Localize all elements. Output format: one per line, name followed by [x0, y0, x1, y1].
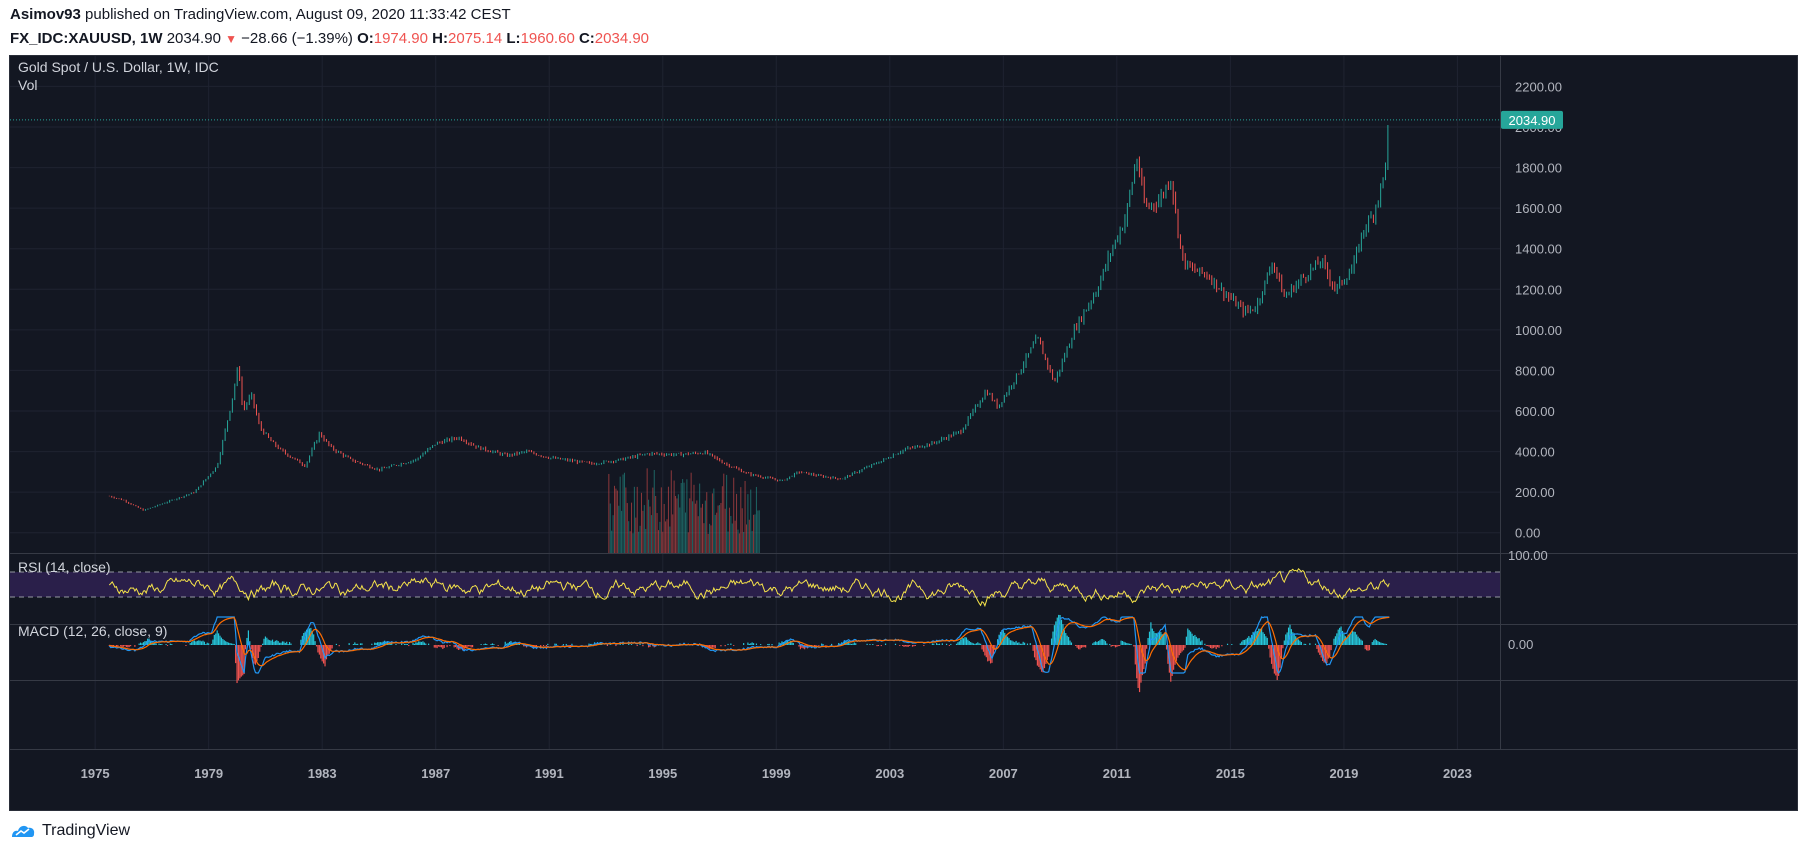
rsi-polyline [108, 568, 1390, 608]
time-axis[interactable]: 1975 1979 1983 1987 1991 1995 1999 2003 2007 2011… [81, 766, 1472, 781]
time-axis-separator [10, 749, 1797, 750]
high-value: 2075.14 [447, 30, 503, 47]
rsi-legend[interactable]: RSI (14, close) [18, 559, 111, 575]
signal-line [109, 616, 1390, 671]
price-axis-tick: 200.00 [1515, 485, 1555, 500]
time-axis-tick: 2011 [1103, 766, 1131, 781]
time-axis-tick: 2023 [1443, 766, 1472, 781]
price-candles [108, 125, 1389, 511]
macd-axis-tick: 0.00 [1508, 637, 1533, 652]
macd-lines [108, 614, 1390, 693]
time-axis-tick: 2019 [1329, 766, 1358, 781]
time-axis-tick: 1991 [535, 766, 564, 781]
high-label: H: [432, 30, 448, 47]
price-axis-tick: 1000.00 [1515, 323, 1562, 338]
open-value: 1974.90 [373, 30, 428, 47]
ohlc-legend: FX_IDC:XAUUSD, 1W 2034.90 ▼ −28.66 (−1.3… [10, 30, 649, 47]
time-axis-tick: 1983 [308, 766, 337, 781]
price-axis-tick: 1600.00 [1515, 201, 1562, 216]
time-axis-tick: 1979 [194, 766, 223, 781]
price-axis-tick: 1200.00 [1515, 282, 1562, 297]
price-axis-tick: 2200.00 [1515, 79, 1562, 94]
publish-info: Asimov93 published on TradingView.com, A… [10, 6, 511, 23]
last-price: 2034.90 [166, 30, 221, 47]
last-price-badge [1501, 110, 1563, 129]
chart-area[interactable]: 0.00 200.00 400.00 600.00 800.00 1000.00 1200.… [9, 55, 1798, 811]
pane-separator-1[interactable] [10, 553, 1797, 554]
close-label: C: [578, 30, 595, 47]
symbol-label[interactable]: FX_IDC:XAUUSD, 1W [10, 30, 163, 47]
chart-title[interactable]: Gold Spot / U.S. Dollar, 1W, IDC [18, 59, 219, 75]
price-axis-tick: 800.00 [1515, 363, 1555, 378]
close-value: 2034.90 [594, 30, 650, 47]
price-axis-tick: 400.00 [1515, 445, 1555, 460]
chart-svg[interactable]: 0.00 200.00 400.00 600.00 800.00 1000.00 1200.… [10, 56, 1797, 810]
time-axis-tick: 1999 [762, 766, 791, 781]
pane-separator-2[interactable] [10, 624, 1797, 625]
low-label: L: [506, 30, 521, 47]
down-arrow-icon: ▼ [225, 32, 237, 46]
tradingview-brand[interactable]: TradingView [42, 822, 131, 839]
price-axis-separator [1500, 56, 1501, 749]
time-axis-tick: 1987 [421, 766, 450, 781]
low-value: 1960.60 [520, 30, 575, 47]
time-axis-tick: 1995 [648, 766, 677, 781]
price-axis-tick: 600.00 [1515, 404, 1555, 419]
rsi-axis-tick: 100.00 [1508, 548, 1548, 563]
volume-bars [608, 468, 760, 553]
price-axis-tick: 0.00 [1515, 526, 1540, 541]
grid-lines [10, 56, 1500, 749]
chart-background [10, 56, 1797, 810]
price-axis-tick: 1800.00 [1515, 161, 1562, 176]
last-price-badge-label: 2034.90 [1509, 113, 1556, 128]
footer: TradingView [10, 822, 130, 840]
author-name[interactable]: Asimov93 [10, 6, 81, 23]
time-axis-tick: 2015 [1216, 766, 1245, 781]
published-text: published on TradingView.com, August 09,… [85, 6, 511, 23]
price-change: −28.66 (−1.39%) [241, 30, 353, 47]
time-axis-tick: 2007 [989, 766, 1018, 781]
time-axis-tick: 1975 [81, 766, 110, 781]
rsi-line [108, 568, 1390, 608]
pane-separator-3[interactable] [10, 680, 1797, 681]
price-axis-tick: 1400.00 [1515, 242, 1562, 257]
time-axis-tick: 2003 [875, 766, 904, 781]
open-label: O: [357, 30, 374, 47]
macd-line [108, 616, 1390, 675]
tradingview-logo-icon [12, 825, 35, 837]
macd-legend[interactable]: MACD (12, 26, close, 9) [18, 623, 167, 639]
volume-legend[interactable]: Vol [18, 77, 37, 93]
